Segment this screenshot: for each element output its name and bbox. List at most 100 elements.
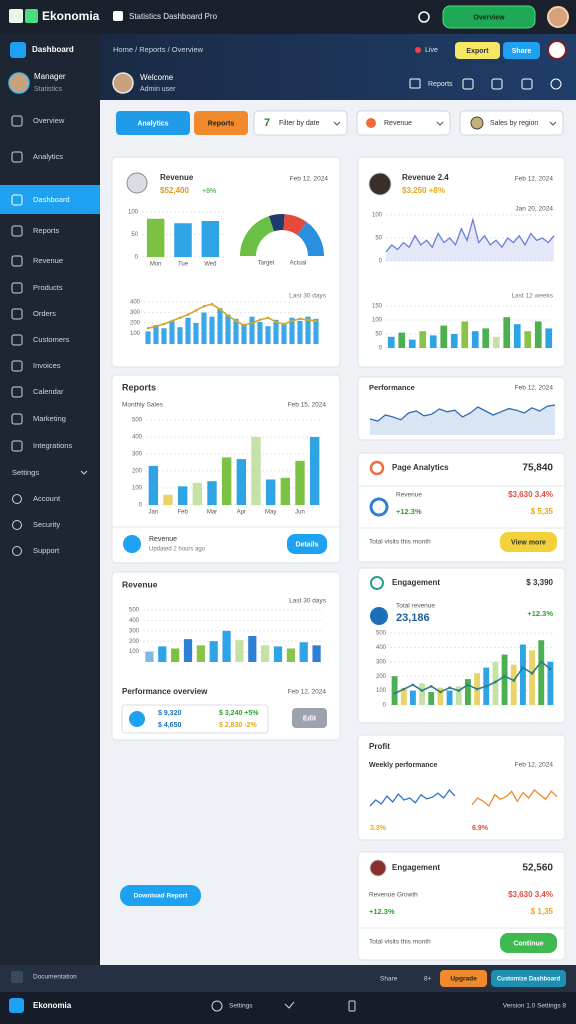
nav-item[interactable]: Orders (11, 308, 56, 320)
card-date: Feb 12, 2024 (290, 176, 329, 183)
analytics-button[interactable]: Analytics (116, 111, 190, 135)
section-title: Performance overview (122, 687, 208, 696)
nav-label: Overview (33, 116, 65, 125)
reports-button[interactable]: Reports (194, 111, 248, 135)
line-point (298, 317, 302, 321)
chevron (436, 121, 444, 126)
line-point (282, 322, 286, 326)
nav-label: Orders (33, 309, 56, 318)
nav-item[interactable]: Products (11, 282, 63, 294)
card-value: 52,560 (522, 863, 553, 874)
line-point (494, 680, 497, 684)
section-title: Settings (12, 468, 39, 477)
line-point (420, 689, 424, 692)
y-tick-label: 0 (135, 255, 139, 261)
line-point (162, 322, 166, 326)
dropdown-label: Sales by region (490, 120, 538, 127)
bar (299, 642, 308, 662)
edit-button[interactable]: Edit (292, 708, 327, 728)
nav-item[interactable]: Marketing (11, 413, 66, 425)
nav-icon (12, 546, 22, 556)
y-tick-label: 100 (372, 213, 383, 219)
card-date: Feb 12, 2024 (515, 385, 554, 392)
share-button[interactable]: Share (503, 42, 540, 59)
nav-item[interactable]: Support (12, 546, 61, 556)
nav-item[interactable]: Revenue (11, 255, 63, 267)
dropdown[interactable]: Sales by region (459, 110, 564, 136)
bar (471, 331, 479, 348)
gauge-label: Target (258, 261, 275, 267)
overview-button[interactable]: Overview (442, 5, 536, 29)
download-button[interactable]: Download Report (120, 885, 201, 906)
bar (185, 317, 191, 344)
gauge-segment (297, 222, 325, 256)
line (385, 217, 555, 253)
dropdown-bg (356, 110, 451, 136)
y-tick-label: 150 (372, 304, 383, 310)
bar (145, 651, 154, 662)
bar (217, 308, 223, 344)
y-tick-label: 0 (139, 503, 143, 509)
x-tick-label: Jun (295, 510, 305, 516)
nav-item[interactable]: Analytics (11, 151, 63, 163)
nav-item[interactable]: Integrations (11, 440, 72, 452)
export-button[interactable]: Export (455, 42, 500, 59)
nav-item[interactable]: Overview (11, 115, 65, 127)
card-title: Page Analytics (392, 463, 449, 472)
y-tick-label: 0 (379, 346, 383, 352)
line-point (274, 320, 278, 324)
bar (148, 465, 159, 505)
nav-item[interactable]: Account (12, 494, 62, 504)
card-date: Feb 12, 2024 (515, 176, 554, 183)
bar (193, 323, 199, 344)
export-button-text: Export (466, 48, 489, 55)
bar (295, 460, 305, 505)
bar (209, 316, 215, 344)
welcome: Welcome (140, 73, 174, 82)
line-point (475, 687, 479, 691)
profile-avatar (8, 72, 30, 94)
dropdown[interactable]: Revenue (356, 110, 451, 136)
upgrade-button[interactable]: Upgrade (440, 970, 487, 987)
bar (419, 331, 427, 348)
app-title: Statistics Dashboard Pro (129, 12, 218, 21)
y-tick-label: 0 (383, 703, 387, 709)
nav-label: Calendar (33, 387, 64, 396)
card-title: Revenue 2.4 (402, 173, 449, 182)
nav-item[interactable]: Security (12, 520, 61, 530)
bar (455, 686, 462, 705)
view-more-button[interactable]: View more (500, 532, 557, 552)
footer-icon (348, 1000, 356, 1012)
dropdown[interactable]: 7 Filter by date (253, 110, 348, 136)
nav-icon (11, 194, 23, 206)
line-point (178, 316, 182, 320)
nav-item[interactable]: Calendar (11, 386, 64, 398)
x-tick-label: May (265, 510, 276, 516)
x-tick-label: Tue (178, 262, 189, 268)
nav-item[interactable]: Customers (11, 334, 70, 346)
nav-item[interactable]: Reports (11, 225, 60, 237)
nav-icon (11, 360, 23, 372)
card-value: $3,250 +8% (402, 186, 445, 195)
bar (510, 664, 517, 705)
analytics-button-text: Analytics (137, 120, 168, 127)
area (386, 219, 554, 261)
y-tick-label: 300 (130, 310, 141, 316)
stat: $ 4,650 (158, 722, 181, 729)
continue-button[interactable]: Continue (500, 933, 557, 953)
nav-label: Account (33, 494, 61, 503)
icon (366, 118, 376, 128)
bar (547, 661, 554, 705)
nav-item[interactable]: Invoices (11, 360, 61, 372)
line-point (306, 318, 310, 322)
y-tick-label: 400 (129, 618, 140, 624)
card-title: Engagement (392, 578, 440, 587)
y-tick-label: 200 (376, 674, 387, 680)
x-tick-label: Mar (207, 510, 217, 516)
gauge-label: Actual (290, 261, 307, 267)
nav-icon (11, 308, 23, 320)
customize-button[interactable]: Customize Dashboard (491, 970, 566, 987)
details-button[interactable]: Details (287, 534, 327, 554)
bar (538, 640, 545, 705)
nav-item[interactable]: Dashboard (11, 194, 70, 206)
